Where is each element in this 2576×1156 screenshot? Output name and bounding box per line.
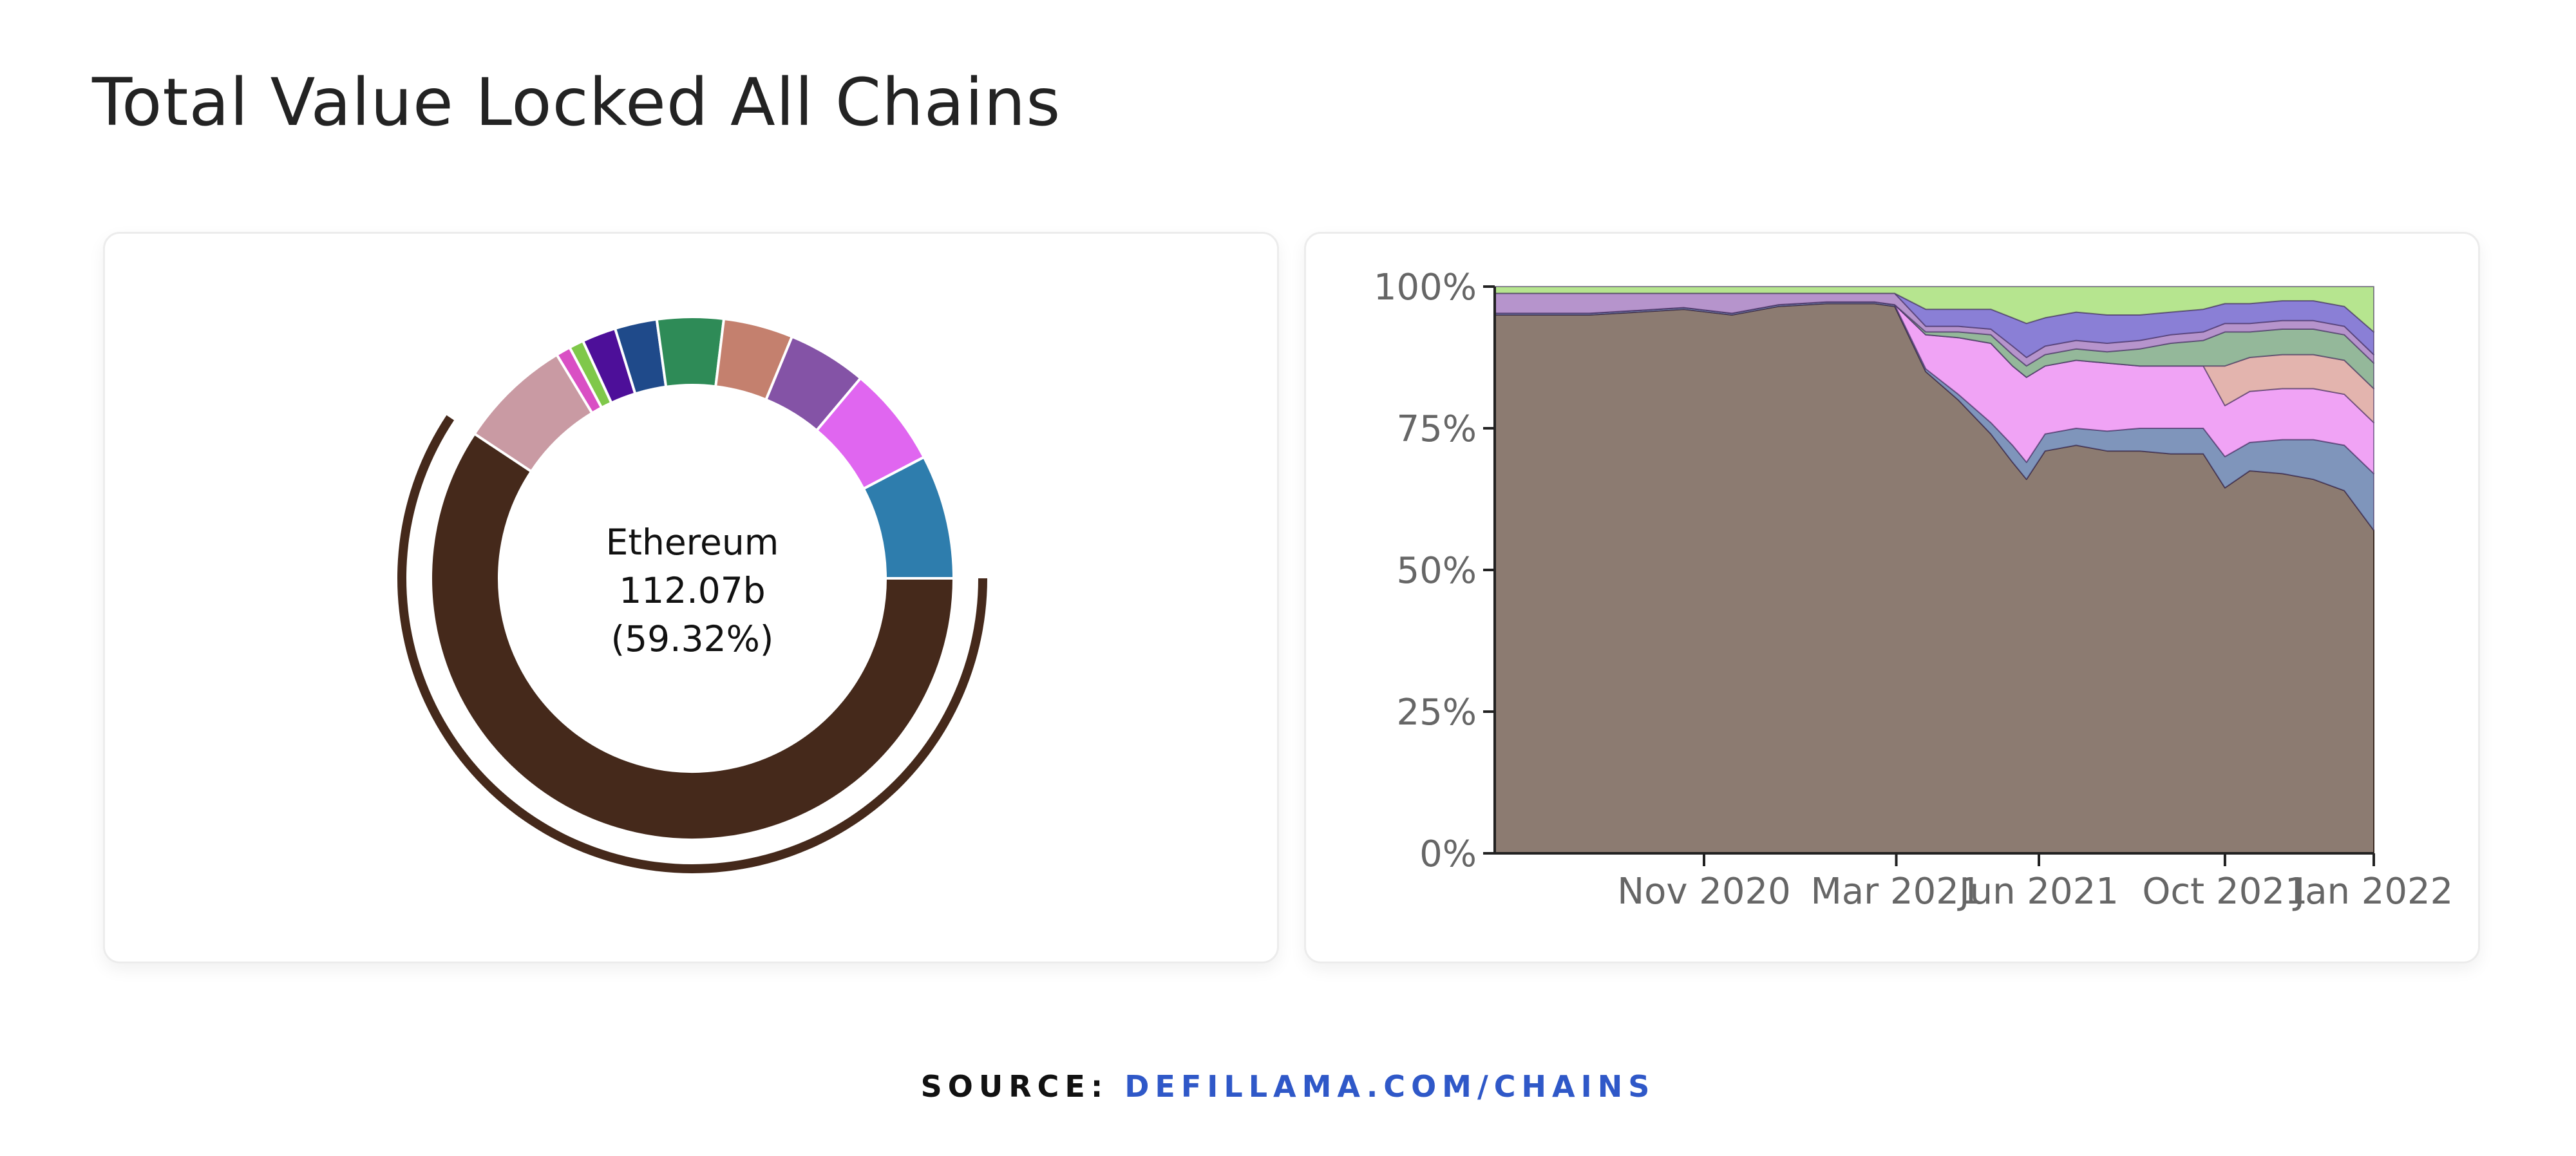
source-line: SOURCE: DEFILLAMA.COM/CHAINS: [0, 1069, 2576, 1104]
source-label: SOURCE:: [920, 1069, 1109, 1104]
x-tick-label: Mar 2021: [1811, 871, 1982, 913]
donut-center-share: (59.32%): [611, 618, 774, 659]
donut-slice-ethereum[interactable]: [430, 431, 956, 841]
donut-slice-slice-11[interactable]: [862, 455, 956, 580]
x-tick-label: Jun 2021: [1957, 871, 2119, 913]
donut-center-name: Ethereum: [606, 522, 779, 563]
donut-center-value: 112.07b: [619, 570, 765, 611]
area-series-8: [1494, 286, 2374, 333]
source-link[interactable]: DEFILLAMA.COM/CHAINS: [1124, 1069, 1656, 1104]
donut-slice-slice-7[interactable]: [655, 316, 726, 389]
page-title: Total Value Locked All Chains: [92, 64, 1061, 141]
y-tick-label: 100%: [1374, 267, 1477, 308]
y-tick-label: 25%: [1397, 692, 1477, 734]
x-tick-label: Jan 2022: [2293, 871, 2454, 913]
area-chart-card: 0% 25% 50% 75% 100% Nov 2020 Mar 2021 Jun 2021…: [1304, 232, 2480, 963]
donut-chart-card: Ethereum 112.07b (59.32%): [103, 232, 1279, 963]
y-tick-label: 75%: [1397, 408, 1477, 450]
x-tick-label: Nov 2020: [1617, 871, 1791, 913]
y-tick-label: 0%: [1419, 833, 1477, 875]
donut-chart: Ethereum 112.07b (59.32%): [397, 316, 987, 873]
y-tick-label: 50%: [1397, 550, 1477, 592]
x-tick-label: Oct 2021: [2142, 871, 2307, 913]
